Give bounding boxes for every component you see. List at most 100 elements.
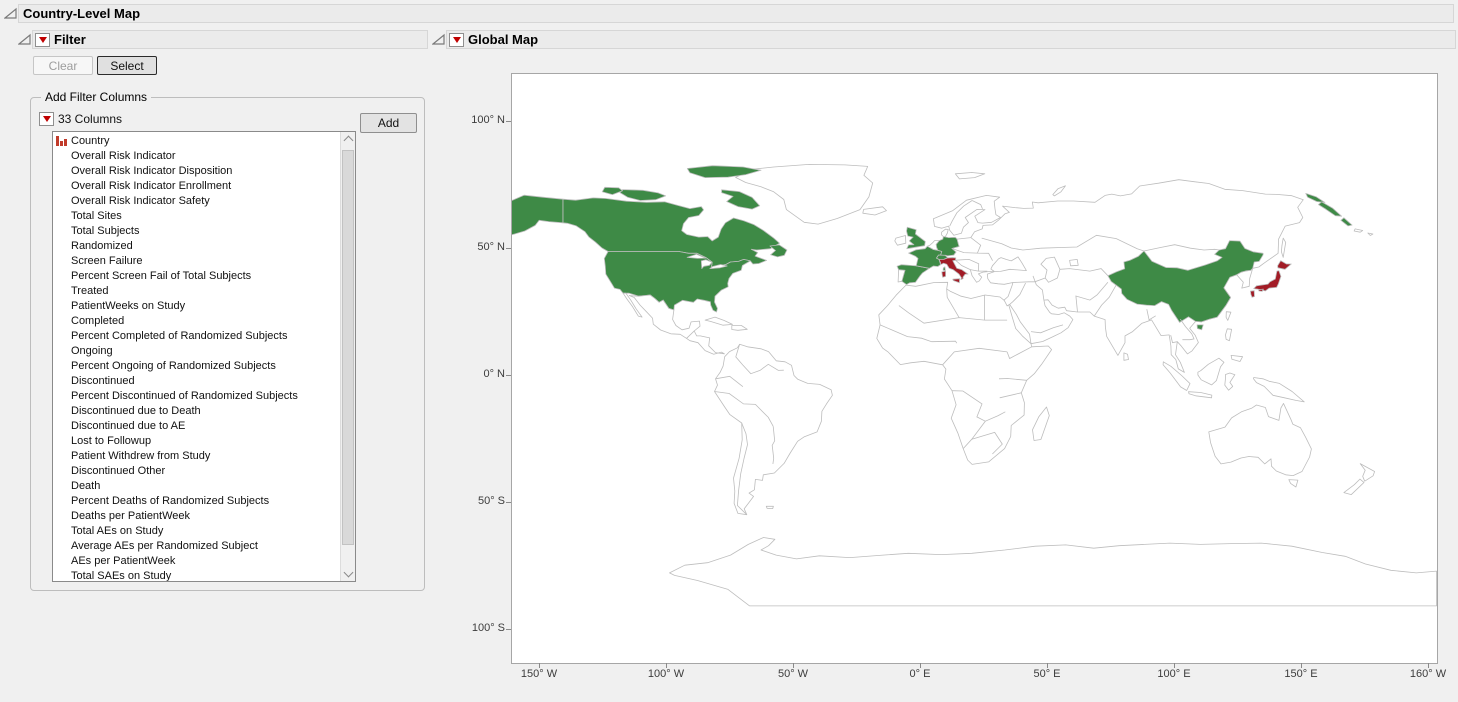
falkland-islands-region[interactable]	[765, 505, 774, 510]
borneo-region[interactable]	[1197, 357, 1225, 386]
column-list-item[interactable]: Percent Ongoing of Randomized Subjects	[53, 358, 340, 373]
iceland-region[interactable]	[862, 206, 887, 216]
mexico-baja-region[interactable]	[622, 292, 643, 318]
spain-region[interactable]	[896, 264, 930, 286]
column-list-item[interactable]: Average AEs per Randomized Subject	[53, 538, 340, 553]
column-list-item[interactable]: Total Sites	[53, 208, 340, 223]
philippines-mindanao-region[interactable]	[1230, 354, 1243, 362]
china-region[interactable]	[1107, 240, 1264, 323]
greenland-region[interactable]	[735, 164, 874, 225]
scrollbar-thumb[interactable]	[342, 150, 354, 545]
antarctica-region[interactable]	[669, 537, 1437, 607]
column-list-item[interactable]: Discontinued Other	[53, 463, 340, 478]
column-list-item[interactable]: Total AEs on Study	[53, 523, 340, 538]
filter-disclosure-icon[interactable]	[18, 33, 31, 46]
column-list-item[interactable]: Percent Screen Fail of Total Subjects	[53, 268, 340, 283]
column-list-item[interactable]: Lost to Followup	[53, 433, 340, 448]
lake-erie-ontario-region[interactable]	[709, 264, 728, 270]
lake-superior-region[interactable]	[686, 253, 707, 259]
column-list-item[interactable]: Total SAEs on Study	[53, 568, 340, 582]
columns-red-triangle-menu-icon[interactable]	[39, 112, 54, 126]
france-corsica-region[interactable]	[942, 266, 946, 272]
column-list-item[interactable]: Overall Risk Indicator Enrollment	[53, 178, 340, 193]
italy-sardinia-region[interactable]	[941, 270, 947, 278]
filter-red-triangle-menu-icon[interactable]	[35, 32, 50, 47]
column-list-item[interactable]: Discontinued	[53, 373, 340, 388]
usa-aleutian-streak-2-region[interactable]	[1318, 201, 1342, 217]
hispaniola-region[interactable]	[731, 325, 748, 331]
column-list-item[interactable]: Deaths per PatientWeek	[53, 508, 340, 523]
usa-aleutian-streak-1-region[interactable]	[1305, 193, 1326, 203]
lake-michigan-huron-region[interactable]	[700, 259, 713, 270]
column-list-item[interactable]: Percent Completed of Randomized Subjects	[53, 328, 340, 343]
list-scrollbar[interactable]	[340, 132, 355, 581]
global-map-disclosure-icon[interactable]	[432, 33, 445, 46]
canada-victoria-region[interactable]	[619, 189, 667, 201]
column-list-item[interactable]: AEs per PatientWeek	[53, 553, 340, 568]
sumatra-region[interactable]	[1162, 361, 1191, 391]
madagascar-region[interactable]	[1032, 406, 1050, 441]
column-list-item[interactable]: Randomized	[53, 238, 340, 253]
new-zealand-north-region[interactable]	[1359, 463, 1375, 482]
japan-hokkaido-region[interactable]	[1277, 260, 1292, 270]
sulawesi-region[interactable]	[1224, 372, 1236, 391]
usa-alaska-region[interactable]	[495, 194, 564, 238]
svalbard-region[interactable]	[954, 172, 986, 180]
aleutian-islets-2-region[interactable]	[1367, 232, 1374, 236]
ireland-region[interactable]	[894, 235, 907, 246]
philippines-luzon-region[interactable]	[1225, 328, 1232, 342]
aleutian-islets-region[interactable]	[1353, 228, 1364, 233]
scroll-down-icon[interactable]	[343, 567, 354, 578]
sakhalin-region[interactable]	[1281, 237, 1287, 258]
global-map-red-triangle-menu-icon[interactable]	[449, 32, 464, 47]
mexico-region[interactable]	[628, 294, 701, 339]
column-list-item[interactable]: Death	[53, 478, 340, 493]
canada-newfoundland-region[interactable]	[769, 244, 788, 258]
column-list-item[interactable]: Completed	[53, 313, 340, 328]
australia-region[interactable]	[1208, 402, 1312, 477]
africa-region[interactable]	[876, 281, 1052, 465]
tasmania-region[interactable]	[1288, 479, 1299, 488]
column-list-item[interactable]: Percent Deaths of Randomized Subjects	[53, 493, 340, 508]
clear-button[interactable]: Clear	[33, 56, 93, 75]
column-list-item[interactable]: Overall Risk Indicator	[53, 148, 340, 163]
column-list-item[interactable]: Patient Withdrew from Study	[53, 448, 340, 463]
japan-honshu-region[interactable]	[1253, 270, 1282, 292]
column-list-item[interactable]: Discontinued due to AE	[53, 418, 340, 433]
java-region[interactable]	[1188, 391, 1213, 399]
japan-shikoku-region[interactable]	[1258, 288, 1264, 292]
column-list-item[interactable]: Country	[53, 133, 340, 148]
scroll-up-icon[interactable]	[343, 135, 354, 146]
column-list-item[interactable]: Total Subjects	[53, 223, 340, 238]
canada-baffin-region[interactable]	[721, 189, 761, 210]
add-button[interactable]: Add	[360, 113, 417, 133]
column-list-item[interactable]: Ongoing	[53, 343, 340, 358]
taiwan-region[interactable]	[1225, 311, 1232, 321]
aral-sea-region[interactable]	[1069, 258, 1079, 267]
column-list-item[interactable]: Overall Risk Indicator Disposition	[53, 163, 340, 178]
select-button[interactable]: Select	[97, 56, 157, 75]
caspian-sea-region[interactable]	[1040, 256, 1061, 283]
canada-ellesmere-region[interactable]	[686, 165, 762, 178]
new-zealand-south-region[interactable]	[1343, 478, 1365, 496]
column-list-item[interactable]: Treated	[53, 283, 340, 298]
column-list-item[interactable]: Discontinued due to Death	[53, 403, 340, 418]
usa-aleutian-streak-3-region[interactable]	[1340, 217, 1353, 227]
denmark-region[interactable]	[941, 228, 949, 238]
japan-kyushu-region[interactable]	[1250, 290, 1255, 298]
country-level-map-disclosure-icon[interactable]	[4, 7, 17, 20]
cuba-region[interactable]	[704, 316, 733, 326]
column-list-item[interactable]: Screen Failure	[53, 253, 340, 268]
new-guinea-region[interactable]	[1253, 377, 1305, 403]
central-america-region[interactable]	[686, 330, 725, 355]
sri-lanka-region[interactable]	[1123, 352, 1129, 361]
italy-sicily-region[interactable]	[952, 278, 961, 284]
filter-columns-listbox[interactable]: Country Overall Risk Indicator Overall Ris…	[52, 131, 356, 582]
column-list-item[interactable]: Percent Discontinued of Randomized Subje…	[53, 388, 340, 403]
column-list-item[interactable]: Overall Risk Indicator Safety	[53, 193, 340, 208]
united-kingdom-region[interactable]	[906, 226, 926, 250]
china-hainan-region[interactable]	[1196, 324, 1204, 331]
column-list-item[interactable]: PatientWeeks on Study	[53, 298, 340, 313]
canada-banks-region[interactable]	[601, 186, 623, 195]
novaya-zemlya-region[interactable]	[1052, 185, 1066, 197]
